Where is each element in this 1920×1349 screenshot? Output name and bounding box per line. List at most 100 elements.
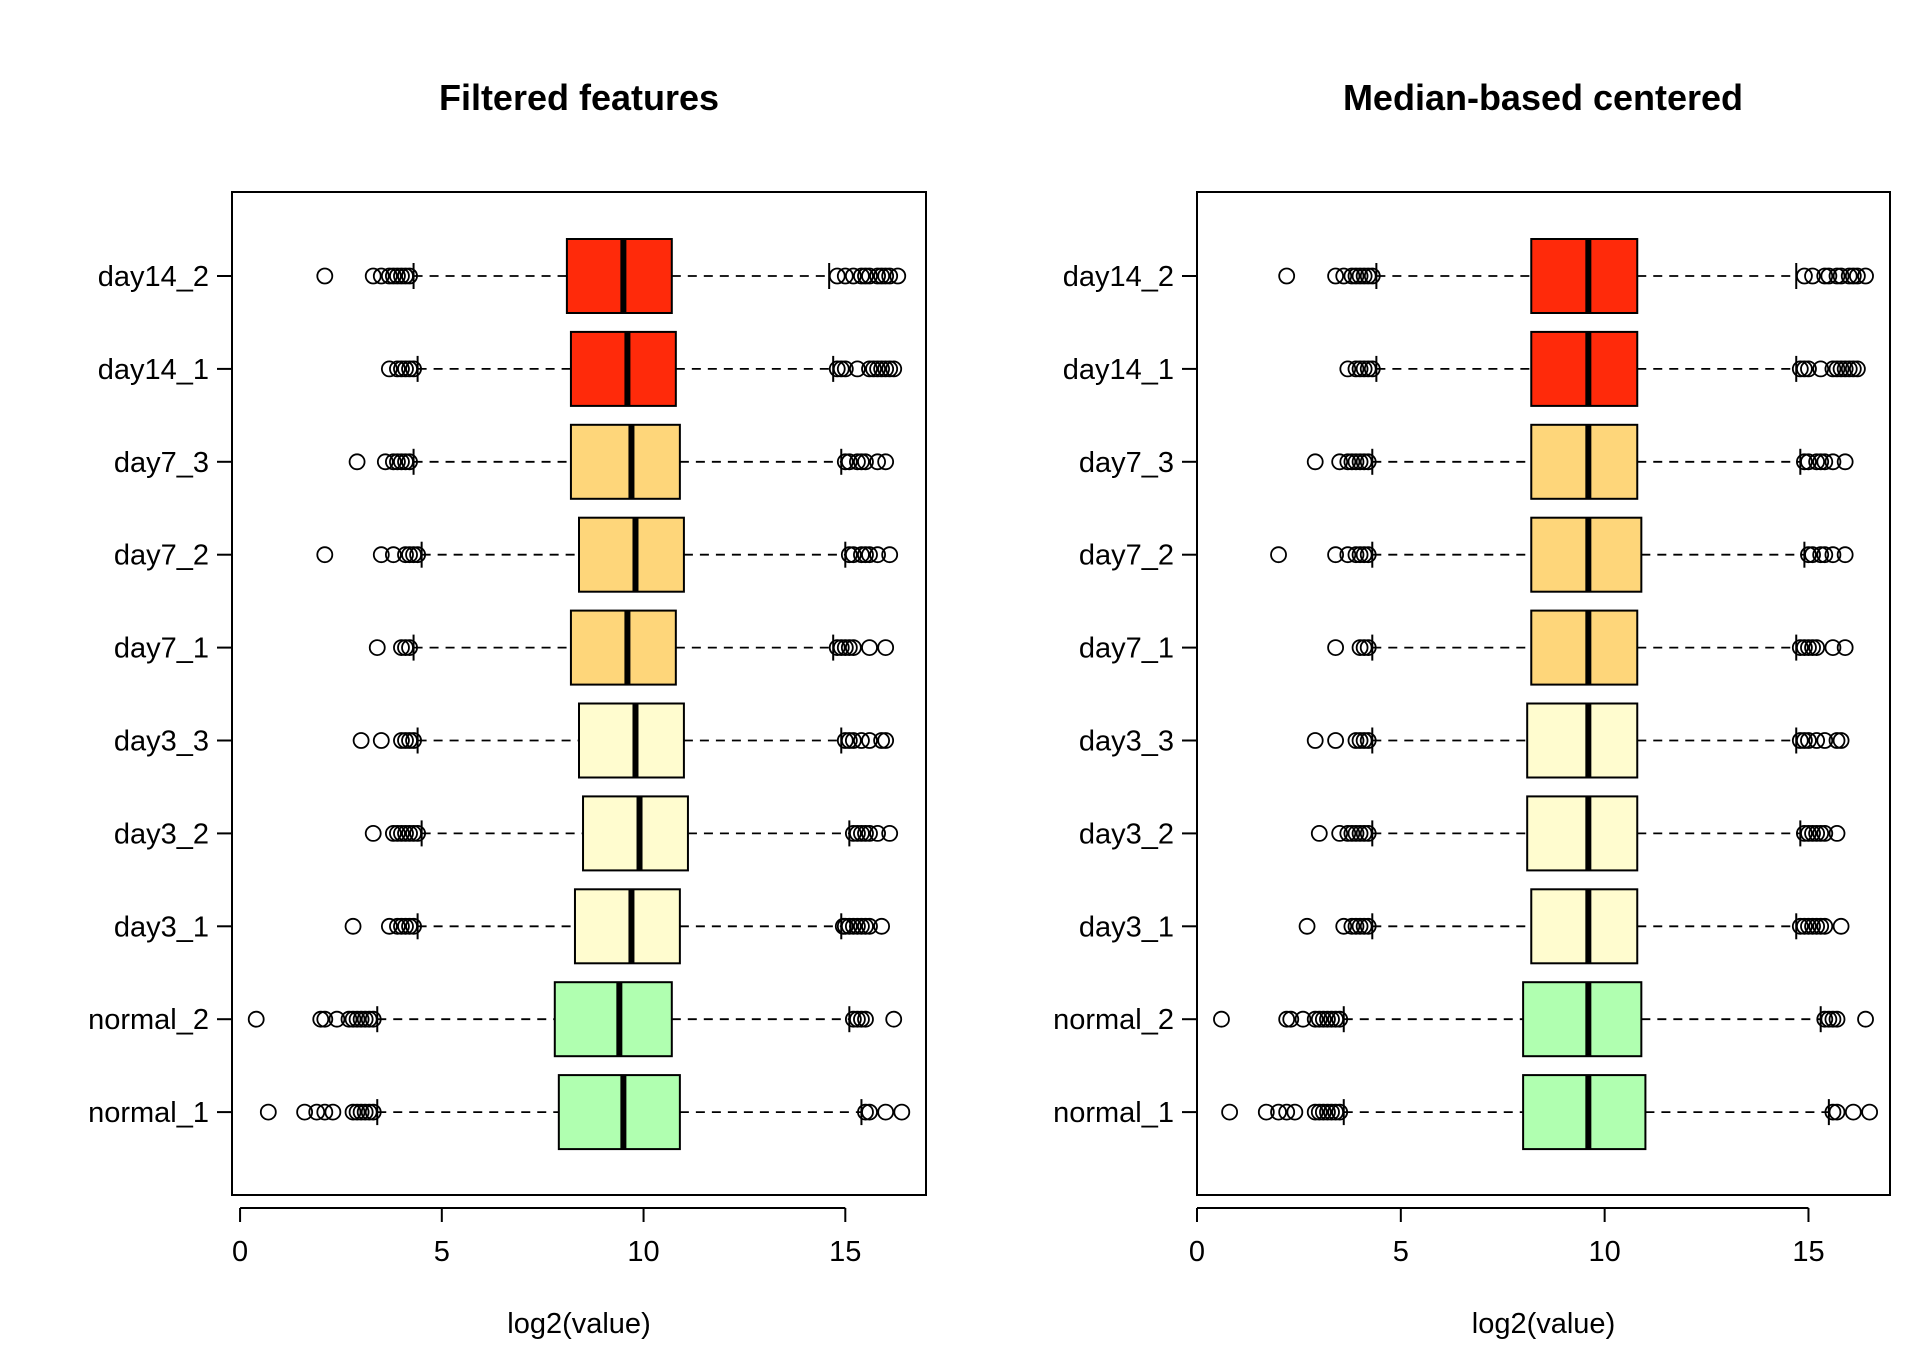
outlier-point <box>389 917 406 935</box>
outlier-point <box>1314 1103 1332 1121</box>
y-tick-label: normal_1 <box>1053 1097 1174 1129</box>
outlier-point <box>1314 1010 1332 1028</box>
box-day7_2: day7_2 <box>114 516 899 593</box>
outlier-point <box>1331 825 1349 842</box>
outlier-point <box>1355 267 1373 285</box>
plot-frame <box>231 191 927 1196</box>
outlier-point <box>857 453 874 471</box>
x-tick-label: 10 <box>627 1236 659 1268</box>
box-day7_1: day7_1 <box>1079 609 1854 686</box>
y-tick-label: day14_1 <box>1063 354 1174 386</box>
outlier-point <box>405 360 422 378</box>
outlier-point <box>328 1010 346 1028</box>
x-tick-label: 10 <box>1589 1236 1621 1268</box>
outlier-point <box>1795 639 1813 656</box>
outlier-point <box>1840 360 1858 378</box>
outlier-point <box>1327 546 1344 564</box>
outlier-point <box>873 732 891 749</box>
outlier-point <box>1347 732 1365 749</box>
outlier-point <box>857 1103 874 1121</box>
outlier-point <box>364 267 382 285</box>
outlier-point <box>1278 1010 1296 1028</box>
outlier-point <box>1257 1103 1275 1121</box>
box-day14_2: day14_2 <box>1063 238 1874 314</box>
outlier-point <box>1832 360 1850 378</box>
outlier-point <box>1816 546 1834 564</box>
outlier-point <box>1828 1103 1846 1121</box>
outlier-point <box>1832 267 1850 285</box>
outlier-point <box>401 267 418 285</box>
outlier-point <box>1824 1010 1842 1028</box>
outlier-point <box>1331 1010 1349 1028</box>
y-tick-label: day3_2 <box>114 818 209 850</box>
box-day3_2: day3_2 <box>1079 795 1846 872</box>
outlier-point <box>1339 360 1357 378</box>
outlier-point <box>1816 453 1834 471</box>
outlier-point <box>1804 546 1821 564</box>
outlier-point <box>372 267 390 285</box>
outlier-point <box>1355 360 1373 378</box>
outlier-point <box>881 360 899 378</box>
outlier-point <box>1808 453 1826 471</box>
outlier-point <box>348 1010 366 1028</box>
iqr-box <box>557 1074 681 1151</box>
y-tick-label: day7_2 <box>114 540 209 572</box>
outlier-point <box>384 825 402 842</box>
outlier-point <box>397 360 414 378</box>
outlier-point <box>1335 917 1353 935</box>
x-axis-title: log2(value) <box>1472 1308 1615 1340</box>
outlier-point <box>1339 825 1357 842</box>
outlier-point <box>1270 546 1287 564</box>
outlier-point <box>873 917 891 935</box>
outlier-point <box>1828 1010 1846 1028</box>
outlier-point <box>1310 1010 1328 1028</box>
outlier-point <box>348 1103 366 1121</box>
outlier-point <box>389 453 406 471</box>
outlier-point <box>1844 360 1862 378</box>
outlier-point <box>409 546 427 564</box>
outlier-point <box>397 453 414 471</box>
outlier-point <box>1306 1103 1324 1121</box>
outlier-point <box>1359 917 1377 935</box>
y-tick-label: day14_2 <box>1063 261 1174 293</box>
outlier-point <box>316 1010 334 1028</box>
outlier-point <box>1836 639 1854 656</box>
iqr-box <box>582 795 689 872</box>
outlier-point <box>832 639 850 656</box>
outlier-point <box>1323 1010 1340 1028</box>
outlier-point <box>1351 453 1369 471</box>
outlier-point <box>857 546 874 564</box>
outlier-point <box>1828 360 1846 378</box>
iqr-box <box>1530 888 1639 965</box>
outlier-point <box>881 546 899 564</box>
outlier-point <box>1812 917 1830 935</box>
outlier-point <box>296 1103 314 1121</box>
outlier-point <box>1832 732 1850 749</box>
outlier-point <box>360 1010 378 1028</box>
outlier-point <box>869 546 886 564</box>
outlier-point <box>853 267 870 285</box>
outlier-point <box>401 917 418 935</box>
outlier-point <box>869 267 886 285</box>
outlier-point <box>259 1103 277 1121</box>
outlier-point <box>853 453 870 471</box>
outlier-point <box>1351 546 1369 564</box>
x-tick-label: 15 <box>1792 1236 1824 1268</box>
outlier-point <box>1844 267 1862 285</box>
outlier-point <box>881 825 899 842</box>
outlier-point <box>1804 917 1821 935</box>
outlier-point <box>1286 1103 1304 1121</box>
outlier-point <box>1861 1103 1879 1121</box>
x-tick-label: 0 <box>1189 1236 1205 1268</box>
outlier-point <box>1820 1010 1838 1028</box>
outlier-point <box>312 1010 330 1028</box>
outlier-point <box>364 1010 382 1028</box>
outlier-point <box>1804 267 1821 285</box>
outlier-point <box>1347 453 1365 471</box>
y-tick-label: normal_2 <box>1053 1004 1174 1036</box>
outlier-point <box>1795 267 1813 285</box>
outlier-point <box>1836 453 1854 471</box>
outlier-point <box>1270 1103 1287 1121</box>
outlier-point <box>1812 360 1830 378</box>
